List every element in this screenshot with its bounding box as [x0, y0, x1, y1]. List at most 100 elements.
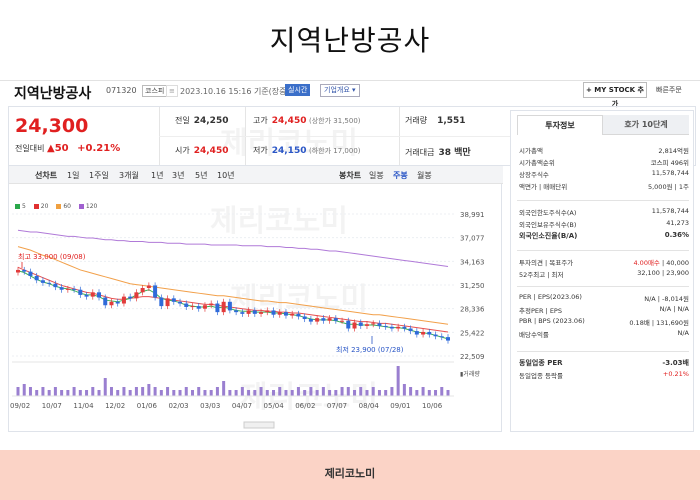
volume-bar — [116, 390, 120, 396]
volume-bar — [60, 390, 64, 396]
candle-body — [302, 316, 307, 320]
candle-body — [427, 331, 432, 335]
volume-bar — [265, 390, 269, 396]
tab-invest-info[interactable]: 투자정보 — [517, 115, 603, 135]
price-summary: 24,300 전일대비 ▲50 +0.21% 전일 24,250 시가 24,450… — [8, 106, 696, 166]
candle-body — [121, 296, 126, 304]
period-10y[interactable]: 10년 — [217, 171, 235, 180]
candle-body — [146, 285, 151, 289]
realtime-badge[interactable]: 실시간 — [285, 84, 311, 96]
x-tick-label: 11/04 — [73, 402, 94, 410]
volume-bar — [284, 390, 288, 396]
info-value: 코스피 496위 — [650, 159, 689, 167]
volume-bar — [166, 387, 170, 396]
info-value: +0.21% — [662, 370, 689, 378]
target-price: | 40,000 — [659, 259, 689, 267]
x-tick-label: 06/02 — [295, 402, 315, 410]
candle-body — [178, 301, 183, 304]
volume-bar — [384, 390, 388, 396]
period-3y[interactable]: 3년 — [172, 171, 185, 180]
low-annotation: 최저 23,900 (07/28) — [336, 345, 404, 354]
candle-body — [90, 292, 95, 297]
info-key: 투자의견 | 목표주가 — [519, 259, 574, 267]
candle-body — [371, 323, 376, 325]
candle-body — [246, 310, 251, 314]
info-row: 배당수익률 N/A — [519, 329, 689, 340]
info-value: 2,814억원 — [658, 147, 689, 155]
stock-chart[interactable]: 38,991 37,077 34,163 31,250 28,336 25,422 22,5… — [8, 206, 502, 432]
info-value: 0.36% — [664, 231, 689, 239]
period-1w[interactable]: 1주일 — [89, 171, 109, 180]
stock-title-bar: 지역난방공사 071320 코스피 ≡ 2023.10.16 15:16 기준(… — [0, 80, 700, 108]
ma-line-ma60 — [17, 246, 449, 325]
candle-weekly[interactable]: 주봉 — [393, 171, 408, 180]
candle-body — [22, 269, 27, 272]
volume-bar — [22, 384, 26, 396]
info-value: N/A | N/A — [659, 305, 689, 313]
volume-bar — [346, 387, 350, 396]
tab-orderbook[interactable]: 호가 10단계 — [603, 115, 689, 135]
info-value: N/A | -8,014원 — [644, 295, 689, 303]
volume-bar — [390, 387, 394, 396]
add-mystock-button[interactable]: + MY STOCK 추가 — [583, 82, 647, 108]
candle-body — [383, 325, 388, 327]
info-row: 시가총액 2,814억원 — [519, 145, 689, 156]
info-value: -3.03배 — [662, 359, 689, 367]
company-info-dropdown[interactable]: 기업개요 ▾ — [320, 84, 360, 97]
x-tick-label: 01/06 — [137, 402, 158, 410]
info-key: 상장주식수 — [519, 171, 549, 179]
volume-bar — [78, 390, 82, 396]
x-tick-label: 02/03 — [168, 402, 188, 410]
candle-body — [103, 297, 108, 306]
candle-body — [40, 280, 45, 283]
volume-bar — [66, 390, 70, 396]
candle-body — [115, 301, 120, 304]
info-value: 41,273 — [666, 219, 689, 227]
volume-bar — [53, 387, 57, 396]
doc-icon[interactable]: ≡ — [166, 85, 178, 97]
info-key: 액면가 | 매매단위 — [519, 183, 568, 191]
volume-bar — [365, 390, 369, 396]
opinion-value: 4.00매수 — [633, 259, 660, 267]
volume-bar — [353, 390, 357, 396]
volume-bar — [72, 387, 76, 396]
low-price: 저가 24,150 (하한가 17,000) — [253, 146, 361, 156]
candle-body — [358, 322, 363, 326]
candle-body — [277, 312, 282, 315]
period-1d[interactable]: 1일 — [67, 171, 80, 180]
volume-bar — [396, 366, 400, 396]
volume-bar — [222, 381, 226, 396]
volume-bar — [446, 390, 450, 396]
candle-body — [34, 275, 39, 281]
candle-body — [215, 303, 220, 313]
volume-bar — [421, 387, 425, 396]
candle-monthly[interactable]: 월봉 — [417, 171, 432, 180]
volume-bar — [247, 390, 251, 396]
candle-body — [209, 303, 214, 306]
period-bar: 선차트 1일 1주일 3개월 1년 3년 5년 10년 봉차트 일봉 주봉 월봉 — [9, 166, 503, 184]
volume-bar — [371, 387, 375, 396]
x-tick-label: 04/07 — [232, 402, 252, 410]
legend-ma60: 60 — [56, 203, 71, 210]
volume-bar — [228, 390, 232, 396]
legend-ma5: 5 — [15, 203, 26, 210]
y-tick-label: 34,163 — [460, 258, 485, 266]
volume: 거래량 1,551 — [405, 116, 466, 126]
volume-bar — [190, 390, 194, 396]
info-row: 투자의견 | 목표주가 4.00매수 | 40,000 — [519, 257, 689, 268]
candle-daily[interactable]: 일봉 — [369, 171, 384, 180]
volume-bar — [97, 390, 101, 396]
watermark: 제리코노미 — [210, 196, 348, 240]
x-tick-label: 05/04 — [264, 402, 285, 410]
candle-body — [433, 334, 438, 337]
quick-order-link[interactable]: 빠른주문 — [656, 86, 682, 94]
volume-bar — [153, 387, 157, 396]
info-value: N/A — [677, 329, 690, 337]
period-3m[interactable]: 3개월 — [119, 171, 139, 180]
info-key: 동일업종 PER — [519, 359, 563, 367]
period-1y[interactable]: 1년 — [151, 171, 164, 180]
candle-body — [340, 320, 345, 322]
period-5y[interactable]: 5년 — [195, 171, 208, 180]
volume-bar — [315, 390, 319, 396]
info-key: 추정PER | EPS — [519, 307, 562, 315]
